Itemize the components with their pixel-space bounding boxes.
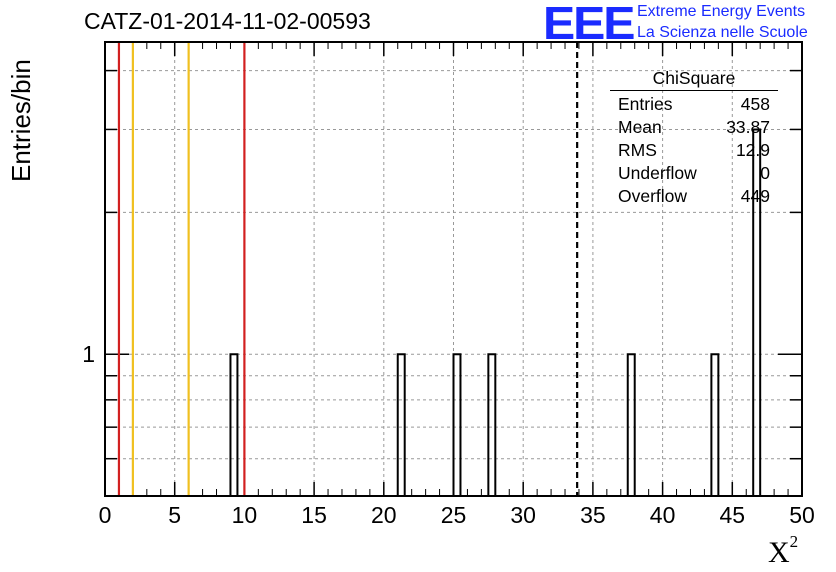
x-tick-label: 15	[301, 502, 327, 528]
stats-label: Underflow	[618, 163, 697, 183]
chart-title: CATZ-01-2014-11-02-00593	[84, 8, 371, 34]
x-tick-label: 25	[441, 502, 467, 528]
stats-value: 12.9	[735, 140, 770, 160]
histogram-bar	[229, 353, 239, 496]
stats-row-mean: Mean 33.87	[610, 116, 778, 139]
stats-row-entries: Entries 458	[610, 93, 778, 116]
logo-subtitle-line2: La Scienza nelle Scuole	[637, 24, 808, 41]
stats-value: 449	[740, 186, 770, 206]
x-axis-label: X2	[768, 532, 798, 570]
x-tick-label: 5	[168, 502, 181, 528]
x-tick-label: 20	[371, 502, 397, 528]
stats-label: Entries	[618, 94, 673, 114]
x-axis-label-text: X	[768, 536, 790, 569]
x-tick-label: 45	[720, 502, 746, 528]
y-axis-label: Entries/bin	[6, 59, 36, 182]
histogram-bar	[487, 353, 497, 496]
stats-value: 458	[740, 94, 770, 114]
logo-subtitle-line1: Extreme Energy Events	[637, 3, 806, 20]
x-axis-label-exponent: 2	[789, 532, 799, 551]
x-tick-label: 0	[99, 502, 112, 528]
reference-lines	[117, 42, 579, 496]
x-tick-label: 40	[650, 502, 676, 528]
x-tick-label: 35	[580, 502, 606, 528]
stats-row-rms: RMS 12.9	[610, 139, 778, 162]
x-tick-label: 10	[232, 502, 258, 528]
y-tick-label: 1	[82, 341, 95, 367]
histogram-bar	[752, 128, 762, 496]
stats-value: 33.87	[726, 117, 770, 137]
histogram-bar	[452, 353, 462, 496]
stats-label: Overflow	[618, 186, 688, 206]
stats-row-underflow: Underflow 0	[610, 162, 778, 185]
x-tick-label: 30	[510, 502, 536, 528]
histogram-bar	[626, 353, 636, 496]
x-tick-label: 50	[789, 502, 815, 528]
stats-value: 0	[760, 163, 770, 183]
histogram-bar	[396, 353, 406, 496]
stats-title: ChiSquare	[610, 68, 778, 91]
histogram-bar	[710, 353, 720, 496]
stats-label: RMS	[618, 140, 657, 160]
eee-logo: EEE	[543, 0, 635, 49]
tick-labels: 0 5 10 15 20 25 30 35 40 45 50 1	[82, 341, 815, 528]
plot-frame	[104, 41, 803, 497]
stats-row-overflow: Overflow 449	[610, 185, 778, 208]
stats-box: ChiSquare Entries 458 Mean 33.87 RMS 12.9 U…	[610, 68, 778, 208]
stats-label: Mean	[618, 117, 662, 137]
histogram-bars	[229, 128, 762, 496]
